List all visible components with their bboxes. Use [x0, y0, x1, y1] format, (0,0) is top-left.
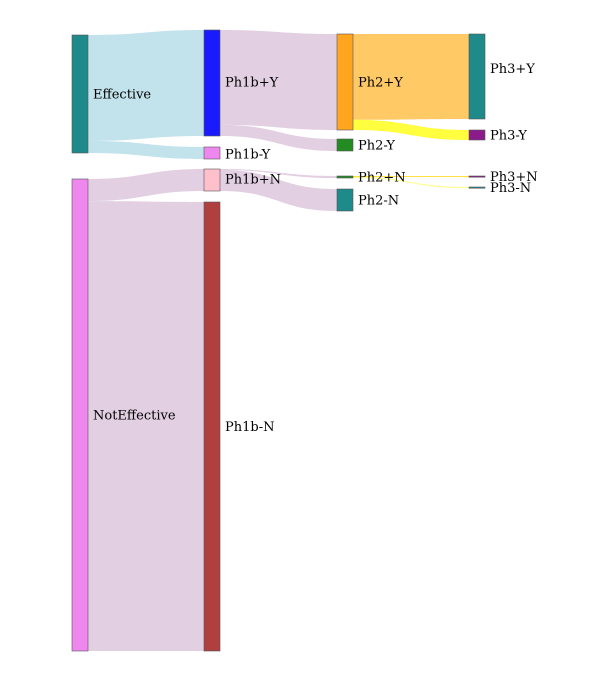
link-ph1b_pos_y-to-ph2_pos_y: [220, 30, 337, 130]
node-ph2_pos_n: [336, 175, 354, 179]
node-effective: [71, 34, 89, 154]
link-ph2_pos_y-to-ph3_pos_y: [353, 34, 469, 120]
node-label-ph3_neg_y: Ph3-Y: [490, 129, 527, 144]
node-ph3_neg_y: [468, 129, 486, 141]
link-effective-to-ph1b_pos_y: [88, 30, 204, 141]
node-ph3_pos_n: [468, 175, 486, 178]
node-label-ph3_neg_n: Ph3-N: [490, 181, 531, 196]
node-label-ph3_pos_y: Ph3+Y: [490, 62, 535, 77]
link-ph1b_pos_n-to-ph2_neg_n: [220, 170, 337, 211]
link-noteffective-to-ph1b_neg_n: [88, 201, 204, 651]
node-label-ph1b_pos_n: Ph1b+N: [225, 173, 281, 188]
node-ph2_neg_n: [336, 188, 354, 212]
node-ph2_neg_y: [336, 138, 354, 152]
node-label-ph3_pos_n: Ph3+N: [490, 170, 538, 185]
node-label-ph1b_pos_y: Ph1b+Y: [225, 76, 279, 91]
links-layer: [88, 30, 469, 651]
labels-layer: Effective NotEffective Ph1b+Y Ph1b-Y Ph1b+N P…: [93, 62, 538, 435]
link-noteffective-to-ph1b_pos_n: [88, 169, 204, 202]
node-ph1b_neg_n: [203, 201, 221, 652]
node-ph1b_pos_y: [203, 29, 221, 137]
node-label-ph2_neg_y: Ph2-Y: [358, 139, 395, 154]
node-label-ph1b_neg_n: Ph1b-N: [225, 420, 274, 435]
link-ph1b_pos_y-to-ph2_neg_y: [220, 124, 337, 151]
node-label-ph2_pos_n: Ph2+N: [358, 171, 406, 186]
node-ph3_pos_y: [468, 33, 486, 120]
link-ph2_pos_y-to-ph3_neg_y: [353, 119, 469, 140]
node-ph3_neg_n: [468, 186, 486, 189]
node-label-noteffective: NotEffective: [93, 409, 176, 424]
nodes-layer: [71, 29, 486, 652]
node-ph1b_pos_n: [203, 168, 221, 192]
node-ph1b_neg_y: [203, 146, 221, 160]
node-ph2_pos_y: [336, 33, 354, 131]
node-noteffective: [71, 178, 89, 652]
link-ph2_pos_n-to-ph3_neg_n: [353, 177, 469, 189]
node-label-ph2_pos_y: Ph2+Y: [358, 76, 403, 91]
node-label-effective: Effective: [93, 88, 151, 103]
link-ph2_pos_n-to-ph3_pos_n: [353, 176, 469, 178]
node-label-ph2_neg_n: Ph2-N: [358, 194, 399, 209]
link-ph1b_pos_n-to-ph2_pos_n: [220, 169, 337, 178]
node-label-ph1b_neg_y: Ph1b-Y: [225, 148, 271, 163]
link-effective-to-ph1b_neg_y: [88, 140, 204, 159]
